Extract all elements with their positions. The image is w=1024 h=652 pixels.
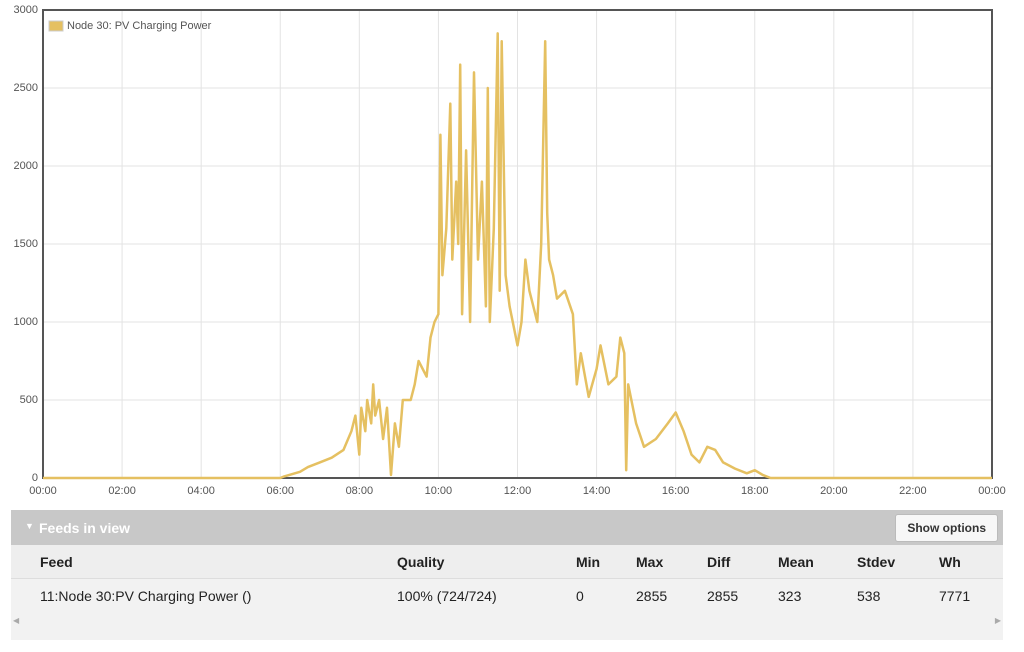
x-tick-label: 20:00 [820, 485, 848, 497]
feeds-title: Feeds in view [39, 520, 131, 536]
legend-label: Node 30: PV Charging Power [67, 20, 212, 32]
column-header: Mean [778, 554, 814, 570]
y-tick-label: 0 [32, 472, 38, 484]
x-tick-label: 06:00 [266, 485, 294, 497]
x-tick-label: 12:00 [504, 485, 532, 497]
table-cell: 100% (724/724) [397, 588, 497, 604]
table-cell: 538 [857, 588, 881, 604]
column-header: Max [636, 554, 664, 570]
x-tick-label: 18:00 [741, 485, 769, 497]
table-cell: 11:Node 30:PV Charging Power () [40, 588, 252, 604]
y-tick-label: 2000 [14, 160, 38, 172]
y-tick-label: 1500 [14, 238, 38, 250]
column-header: Wh [939, 554, 961, 570]
y-tick-label: 3000 [14, 4, 38, 16]
x-tick-label: 22:00 [899, 485, 927, 497]
table-cell: 2855 [636, 588, 668, 604]
table-cell: 0 [576, 588, 584, 604]
x-tick-label: 04:00 [187, 485, 215, 497]
feeds-header[interactable]: ▼ Feeds in view Show options [11, 510, 1003, 545]
x-tick-label: 02:00 [108, 485, 136, 497]
column-header: Diff [707, 554, 731, 570]
table-cell: 323 [778, 588, 802, 604]
x-tick-label: 16:00 [662, 485, 690, 497]
column-header: Min [576, 554, 601, 570]
feeds-panel: ▼ Feeds in view Show options Feed Quality… [11, 510, 1003, 640]
y-tick-label: 2500 [14, 82, 38, 94]
table-header: Feed Quality Min Max Diff Mean Stdev Wh [11, 545, 1003, 579]
x-tick-label: 08:00 [346, 485, 374, 497]
x-tick-label: 00:00 [978, 485, 1006, 497]
table-cell: 2855 [707, 588, 739, 604]
x-tick-label: 00:00 [29, 485, 57, 497]
plot-border [42, 9, 993, 479]
collapse-arrow[interactable]: ▼ [25, 521, 34, 531]
scrollbar[interactable]: ◀ ▶ [11, 612, 1003, 640]
table-cell: 7771 [939, 588, 971, 604]
line [43, 32, 992, 480]
table-body: 11:Node 30:PV Charging Power () 100% (724… [11, 579, 1003, 612]
y-tick-label: 1000 [14, 316, 38, 328]
column-header: Stdev [857, 554, 896, 570]
column-header: Quality [397, 554, 445, 570]
x-tick-label: 10:00 [425, 485, 453, 497]
chart: 0 500 1000 1500 2000 2500 3000 00:00 02:00 04:00 0… [14, 4, 1006, 497]
x-tick-label: 14:00 [583, 485, 611, 497]
show-options-button[interactable]: Show options [895, 514, 998, 542]
y-tick-label: 500 [20, 394, 38, 406]
feed-row: 11:Node 30:PV Charging Power () 100% (724… [11, 579, 1003, 612]
column-header: Feed [40, 554, 73, 570]
legend-swatch [48, 20, 64, 32]
